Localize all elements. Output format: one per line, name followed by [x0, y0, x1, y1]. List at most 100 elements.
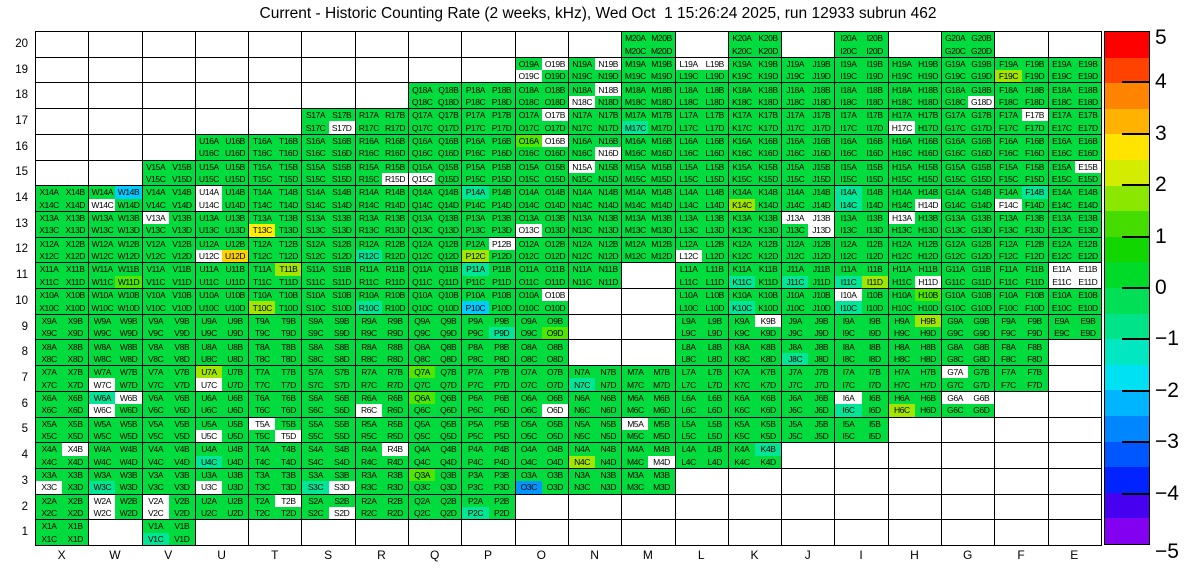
cell-M15: M15A M15B M15C M15D	[622, 160, 676, 187]
cell-E20	[1048, 32, 1102, 58]
subcell-X3A: X3A	[36, 468, 63, 482]
subcell-K8B: K8B	[755, 340, 782, 353]
subcell-M12B: M12B	[648, 237, 675, 250]
subcell-J10D: J10D	[808, 301, 835, 314]
subcell-I20B: I20B	[861, 32, 888, 45]
subcell-U4D: U4D	[222, 455, 249, 468]
subcell-V6B: V6B	[168, 391, 195, 405]
cell-I13: I13A I13B I13C I13D	[835, 211, 889, 238]
subcell-K4D: K4D	[755, 455, 782, 468]
subcell-R17C: R17C	[355, 121, 382, 134]
cell-P12: P12A P12B P12C P12D	[462, 237, 516, 264]
subcell-H7A: H7A	[888, 366, 915, 379]
cell-K20: K20A K20B K20C K20D	[728, 32, 783, 58]
subcell-V8A: V8A	[142, 340, 169, 353]
subcell-X10A: X10A	[36, 289, 63, 302]
subcell-P14C: P14C	[462, 198, 489, 211]
subcell-E10D: E10D	[1074, 301, 1101, 314]
y-axis-label-12: 12	[15, 243, 28, 256]
subcell-H10B: H10B	[914, 289, 942, 302]
cell-Q12: Q12A Q12B Q12C Q12D	[409, 237, 463, 264]
cell-K2	[728, 494, 783, 521]
cell-O9: O9A O9B O9C O9D	[515, 314, 569, 341]
cell-L11: L11A L11B L11C L11D	[675, 263, 729, 289]
subcell-H6A: H6A	[888, 391, 915, 405]
subcell-L5D: L5D	[701, 429, 728, 443]
cell-L16: L16A L16B L16C L16D	[675, 134, 729, 161]
subcell-L9A: L9A	[675, 314, 702, 328]
cell-F18: F18A F18B F18C F18D	[995, 83, 1049, 110]
subcell-K9A: K9A	[728, 314, 756, 328]
subcell-V14C: V14C	[142, 198, 169, 211]
cell-O16: O16A O16B O16C O16D	[515, 134, 569, 161]
cell-W6: W6A W6B W6C W6D	[89, 391, 143, 418]
subcell-M17D: M17D	[648, 121, 675, 134]
cell-M6: M6A M6B M6C M6D	[622, 391, 676, 418]
subcell-F13D: F13D	[1021, 224, 1048, 237]
subcell-S11B: S11B	[328, 263, 355, 276]
subcell-J12D: J12D	[808, 249, 835, 263]
subcell-U7D: U7D	[222, 378, 249, 391]
subcell-E12C: E12C	[1048, 249, 1075, 263]
cell-O12: O12A O12B O12C O12D	[515, 237, 569, 264]
subcell-N19D: N19D	[595, 70, 622, 83]
subcell-Q2D: Q2D	[435, 506, 462, 520]
cell-V18	[142, 83, 196, 110]
subcell-X13B: X13B	[62, 211, 89, 225]
subcell-E14C: E14C	[1048, 198, 1075, 211]
cell-T13: T13A T13B T13C T13D	[249, 211, 303, 238]
subcell-L4A: L4A	[675, 443, 702, 456]
cell-I6: I6A I6B I6C I6D	[835, 391, 889, 418]
subcell-J16C: J16C	[782, 147, 809, 160]
x-axis-label-Q: Q	[430, 548, 440, 562]
cell-S19	[302, 57, 356, 84]
subcell-K5C: K5C	[728, 429, 756, 443]
subcell-Q7D: Q7D	[435, 378, 462, 391]
subcell-K20C: K20C	[728, 44, 756, 57]
subcell-V4A: V4A	[142, 443, 169, 456]
subcell-K16D: K16D	[755, 147, 782, 160]
subcell-N18C: N18C	[568, 95, 596, 109]
cell-G1	[942, 520, 996, 546]
subcell-Q5C: Q5C	[409, 429, 436, 443]
subcell-S16D: S16D	[328, 147, 355, 160]
subcell-N12A: N12A	[568, 237, 596, 250]
subcell-W9B: W9B	[115, 314, 142, 328]
subcell-X9A: X9A	[36, 314, 63, 328]
subcell-H16A: H16A	[888, 134, 915, 148]
subcell-P4B: P4B	[488, 443, 515, 456]
cell-T17	[249, 109, 303, 135]
subcell-S6B: S6B	[328, 391, 355, 405]
subcell-I11B: I11B	[861, 263, 888, 276]
cell-Q17: Q17A Q17B Q17C Q17D	[409, 109, 463, 135]
subcell-P17B: P17B	[488, 109, 515, 122]
cell-J15: J15A J15B J15C J15D	[782, 160, 836, 187]
subcell-W9C: W9C	[89, 327, 116, 340]
cell-O17: O17A O17B O17C O17D	[515, 109, 569, 135]
subcell-Q17A: Q17A	[409, 109, 436, 122]
colorbar-tick-label--4: −4	[1155, 481, 1179, 505]
subcell-S13A: S13A	[302, 211, 329, 225]
subcell-S2D: S2D	[328, 506, 355, 520]
subcell-J11B: J11B	[808, 263, 835, 276]
cell-V19	[142, 57, 196, 84]
x-axis-label-P: P	[484, 548, 493, 562]
subcell-J15A: J15A	[782, 160, 809, 173]
cell-R15: R15A R15B R15C R15D	[355, 160, 410, 187]
subcell-R11A: R11A	[355, 263, 382, 276]
subcell-K6D: K6D	[755, 404, 782, 417]
subcell-J6A: J6A	[782, 391, 809, 405]
subcell-I14B: I14B	[861, 186, 888, 199]
subcell-I5A: I5A	[835, 417, 862, 430]
subcell-T2C: T2C	[249, 506, 276, 520]
subcell-W13B: W13B	[115, 211, 142, 225]
subcell-U6D: U6D	[222, 404, 249, 417]
subcell-X8A: X8A	[36, 340, 63, 353]
cell-O4: O4A O4B O4C O4D	[515, 443, 569, 469]
subcell-S15C: S15C	[302, 172, 329, 186]
subcell-L16A: L16A	[675, 134, 702, 148]
subcell-R13B: R13B	[381, 211, 409, 225]
subcell-J19C: J19C	[782, 70, 809, 83]
subcell-L9C: L9C	[675, 327, 702, 340]
subcell-T4A: T4A	[249, 443, 276, 456]
